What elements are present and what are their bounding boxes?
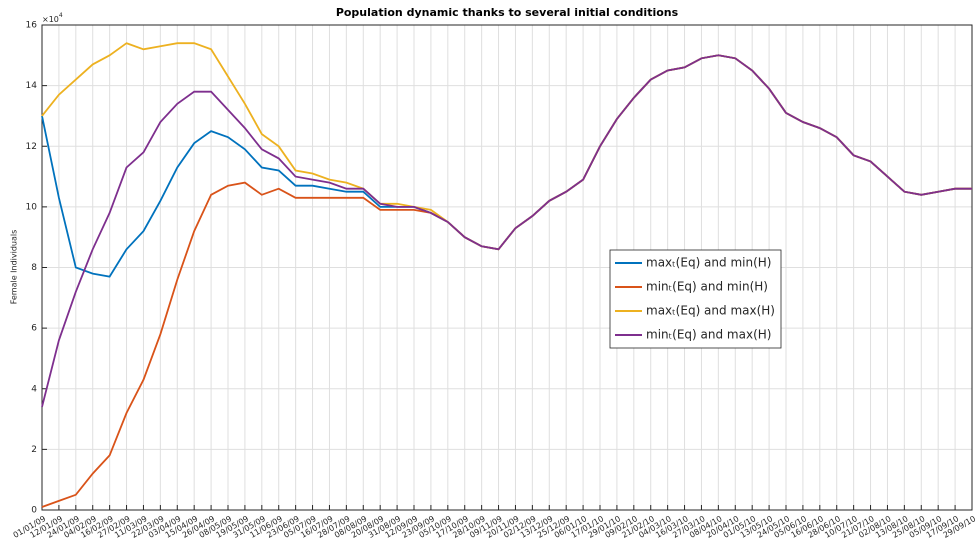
y-tick-label: 10 bbox=[26, 202, 38, 212]
legend-label: maxₜ(Eq) and min(H) bbox=[646, 256, 771, 270]
legend-label: minₜ(Eq) and max(H) bbox=[646, 328, 771, 342]
y-tick-label: 12 bbox=[26, 142, 37, 152]
y-tick-label: 6 bbox=[31, 324, 37, 334]
axes-box bbox=[41, 24, 973, 511]
y-multiplier: ×104 bbox=[42, 12, 63, 24]
legend-label: minₜ(Eq) and min(H) bbox=[646, 280, 768, 294]
y-tick-label: 2 bbox=[31, 445, 37, 455]
chart-title: Population dynamic thanks to several ini… bbox=[336, 6, 679, 19]
series-line bbox=[41, 54, 972, 408]
y-tick-label: 4 bbox=[31, 384, 37, 394]
legend-label: maxₜ(Eq) and max(H) bbox=[646, 304, 775, 318]
legend-box bbox=[609, 249, 782, 349]
y-multiplier-exponent: 4 bbox=[59, 12, 63, 19]
y-tick-label: 8 bbox=[31, 263, 37, 273]
y-tick-label: 16 bbox=[26, 21, 38, 31]
y-multiplier-base: ×10 bbox=[42, 15, 59, 24]
y-tick-label: 14 bbox=[26, 81, 38, 91]
y-tick-label: 0 bbox=[31, 506, 37, 516]
y-axis-label: Female Individuals bbox=[10, 230, 19, 305]
